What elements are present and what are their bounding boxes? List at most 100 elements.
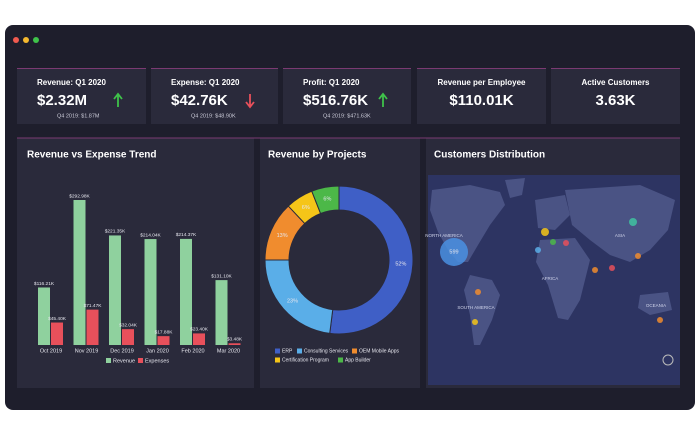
maximize-dot[interactable]: [33, 37, 39, 43]
data-label: $292.98K: [69, 193, 90, 199]
data-label: 6%: [302, 205, 310, 211]
map-dot[interactable]: [635, 253, 641, 259]
data-label: $71.47K: [84, 303, 103, 309]
kpi-value: $42.76K: [171, 92, 228, 109]
legend-swatch: [138, 358, 143, 363]
kpi-value: $110.01K: [449, 92, 513, 109]
region-label: AFRICA: [542, 276, 559, 281]
x-tick-label: Dec 2019: [110, 348, 134, 354]
legend-swatch: [275, 348, 280, 354]
kpi-value: $2.32M: [37, 92, 87, 109]
legend-swatch: [352, 348, 357, 354]
kpi-card: [17, 68, 146, 124]
trend-arrow: [378, 92, 388, 107]
legend-swatch: [275, 357, 280, 363]
region-label: NORTH AMERICA: [425, 233, 462, 238]
data-label: $221.35K: [105, 229, 126, 235]
kpi-title: Expense: Q1 2020: [171, 78, 240, 87]
map-dot[interactable]: [535, 247, 541, 253]
bar: [215, 280, 228, 345]
map-dot[interactable]: [550, 239, 556, 245]
bar: [157, 336, 170, 345]
continent: [638, 292, 672, 315]
data-label: $17.88K: [155, 329, 174, 335]
data-label: $3.48K: [227, 337, 243, 343]
map-dot[interactable]: [563, 240, 569, 246]
kpi-value: $516.76K: [303, 92, 368, 109]
bar: [73, 200, 86, 345]
data-label: $23.40K: [190, 327, 209, 333]
bar: [86, 309, 99, 345]
minimize-dot[interactable]: [23, 37, 29, 43]
bar: [193, 333, 205, 345]
legend-swatch: [297, 348, 302, 354]
data-label: 23%: [287, 298, 298, 304]
close-dot[interactable]: [13, 37, 19, 43]
x-tick-label: Mar 2020: [217, 348, 240, 354]
bar: [144, 239, 157, 345]
legend-swatch: [338, 357, 343, 363]
bubble-label: 599: [449, 249, 458, 255]
legend-label: Expenses: [145, 358, 169, 364]
continent: [565, 185, 675, 262]
continent: [464, 275, 500, 345]
data-label: $45.40K: [48, 316, 67, 322]
region-label: OCEANIA: [646, 303, 666, 308]
kpi-card: [417, 68, 546, 124]
map-dot[interactable]: [472, 319, 478, 325]
panel-title: Customers Distribution: [434, 150, 545, 161]
continent: [535, 195, 570, 230]
kpi-value: 3.63K: [595, 92, 635, 109]
legend-label: App Builder: [345, 357, 371, 363]
map-dot[interactable]: [609, 265, 615, 271]
continent: [536, 238, 590, 320]
data-label: 13%: [277, 233, 288, 239]
kpi-previous: Q4 2019: $471.63K: [323, 113, 371, 119]
trend-arrow: [113, 92, 123, 107]
kpi-title: Profit: Q1 2020: [303, 78, 360, 87]
region-label: SOUTH AMERICA: [457, 305, 494, 310]
data-label: $214.04K: [140, 232, 161, 238]
bar: [38, 287, 50, 345]
map-dot[interactable]: [657, 317, 663, 323]
bar: [109, 235, 121, 345]
bar: [51, 322, 63, 345]
kpi-title: Revenue per Employee: [437, 78, 526, 87]
map-dot[interactable]: [629, 218, 637, 226]
data-label: 6%: [323, 197, 331, 203]
kpi-previous: Q4 2019: $48.90K: [191, 113, 236, 119]
data-label: $116.21K: [34, 281, 55, 287]
bar: [122, 329, 134, 345]
panel: [17, 138, 254, 388]
panel-title: Revenue by Projects: [268, 150, 367, 161]
legend-swatch: [106, 358, 111, 363]
kpi-card: [283, 68, 411, 124]
kpi-card: [151, 68, 278, 124]
legend-label: Revenue: [113, 358, 135, 364]
data-label: $214.37K: [176, 232, 197, 238]
zoom-button[interactable]: [662, 354, 674, 366]
region-label: ASIA: [615, 233, 625, 238]
x-tick-label: Nov 2019: [75, 348, 99, 354]
kpi-card: [551, 68, 680, 124]
bar: [180, 238, 192, 345]
data-label: $32.04K: [119, 322, 138, 328]
map-dot[interactable]: [592, 267, 598, 273]
bar: [228, 343, 241, 345]
kpi-title: Active Customers: [581, 78, 650, 87]
continents: [430, 178, 675, 345]
legend-label: OEM Mobile Apps: [359, 348, 400, 354]
data-label: 52%: [395, 261, 406, 267]
map-dot[interactable]: [541, 228, 549, 236]
legend-label: Certification Program: [282, 357, 329, 363]
x-tick-label: Feb 2020: [181, 348, 204, 354]
bubble: [440, 238, 468, 266]
x-tick-label: Oct 2019: [40, 348, 62, 354]
donut-slice: [311, 185, 340, 215]
map-dot[interactable]: [475, 289, 481, 295]
kpi-title: Revenue: Q1 2020: [37, 78, 106, 87]
map-dots: [472, 218, 663, 325]
x-tick-label: Jan 2020: [146, 348, 169, 354]
data-label: $131.10K: [211, 273, 232, 279]
